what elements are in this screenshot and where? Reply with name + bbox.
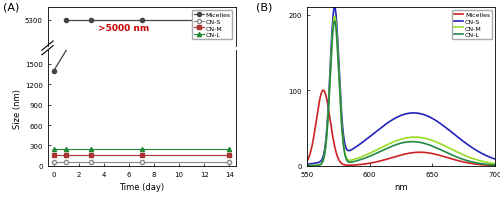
CN-L — [387, 146, 393, 149]
X-axis label: Time (day): Time (day) — [119, 182, 164, 191]
Micelles — [380, 159, 386, 162]
CN-L — [51, 148, 57, 150]
CN-S — [88, 161, 94, 163]
CN-M — [434, 141, 440, 144]
CN-L — [138, 148, 144, 150]
CN-L — [451, 155, 457, 157]
CN-S — [323, 136, 329, 138]
Micelles — [434, 153, 440, 156]
CN-L — [226, 148, 232, 150]
Micelles — [304, 160, 310, 163]
Line: CN-M: CN-M — [52, 153, 232, 157]
CN-S — [451, 133, 457, 135]
CN-L — [88, 148, 94, 150]
Line: CN-S: CN-S — [307, 8, 495, 164]
CN-S — [64, 161, 70, 163]
CN-M — [304, 165, 310, 167]
Micelles — [324, 97, 330, 99]
CN-S — [380, 125, 386, 128]
CN-L — [434, 147, 440, 149]
Micelles — [492, 164, 498, 167]
Text: >5000 nm: >5000 nm — [98, 23, 149, 32]
Micelles — [320, 90, 326, 92]
CN-L — [323, 141, 329, 144]
CN-S — [304, 163, 310, 166]
Legend: Micelles, CN-S, CN-M, CN-L: Micelles, CN-S, CN-M, CN-L — [192, 11, 232, 40]
CN-L — [454, 156, 460, 159]
CN-L — [380, 149, 386, 152]
X-axis label: nm: nm — [394, 182, 407, 191]
Y-axis label: Size (nm): Size (nm) — [13, 89, 22, 128]
CN-M — [64, 154, 70, 156]
CN-S — [492, 158, 498, 161]
Text: (A): (A) — [2, 2, 19, 12]
CN-S — [387, 120, 393, 123]
CN-M — [51, 154, 57, 156]
CN-M — [454, 151, 460, 153]
Text: (B): (B) — [256, 2, 272, 12]
CN-M — [332, 16, 338, 18]
CN-M — [88, 154, 94, 156]
CN-M — [138, 154, 144, 156]
Line: CN-M: CN-M — [307, 17, 495, 166]
CN-L — [304, 165, 310, 167]
Micelles — [387, 157, 393, 160]
CN-M — [387, 143, 393, 145]
CN-L — [332, 21, 338, 23]
CN-M — [451, 149, 457, 152]
CN-L — [492, 164, 498, 166]
CN-S — [226, 161, 232, 163]
CN-L — [64, 148, 70, 150]
Legend: Micelles, CN-S, CN-M, CN-L: Micelles, CN-S, CN-M, CN-L — [452, 11, 492, 40]
CN-M — [323, 140, 329, 142]
Micelles — [451, 158, 457, 161]
Line: Micelles: Micelles — [307, 91, 495, 166]
CN-S — [332, 7, 338, 9]
Micelles — [454, 159, 460, 162]
CN-S — [434, 120, 440, 122]
CN-M — [380, 146, 386, 148]
CN-M — [492, 163, 498, 165]
CN-S — [138, 161, 144, 163]
Line: CN-L: CN-L — [52, 147, 232, 151]
Line: CN-L: CN-L — [307, 22, 495, 166]
CN-M — [226, 154, 232, 156]
CN-S — [454, 136, 460, 138]
CN-S — [51, 161, 57, 163]
Line: CN-S: CN-S — [52, 160, 232, 164]
